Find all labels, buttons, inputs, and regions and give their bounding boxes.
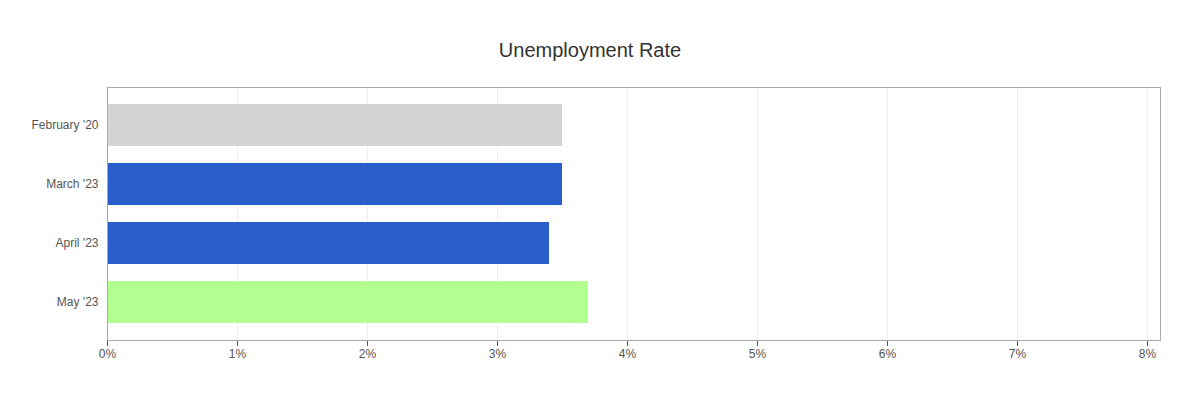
svg-text:February '20: February '20 [32, 118, 99, 132]
svg-text:March '23: March '23 [46, 177, 99, 191]
svg-text:2%: 2% [359, 347, 377, 361]
svg-text:April '23: April '23 [56, 236, 99, 250]
svg-text:0%: 0% [99, 347, 117, 361]
html-text:Unemployment Rate: Unemployment Rate [498, 39, 682, 61]
svg-text:7%: 7% [1009, 347, 1027, 361]
svg-text:May '23: May '23 [57, 295, 99, 309]
svg-text:6%: 6% [879, 347, 897, 361]
svg-text:8%: 8% [1139, 347, 1157, 361]
svg-text:5%: 5% [749, 347, 767, 361]
svg-text:4%: 4% [619, 347, 637, 361]
svg-text:1%: 1% [229, 347, 247, 361]
svg-text:3%: 3% [489, 347, 507, 361]
